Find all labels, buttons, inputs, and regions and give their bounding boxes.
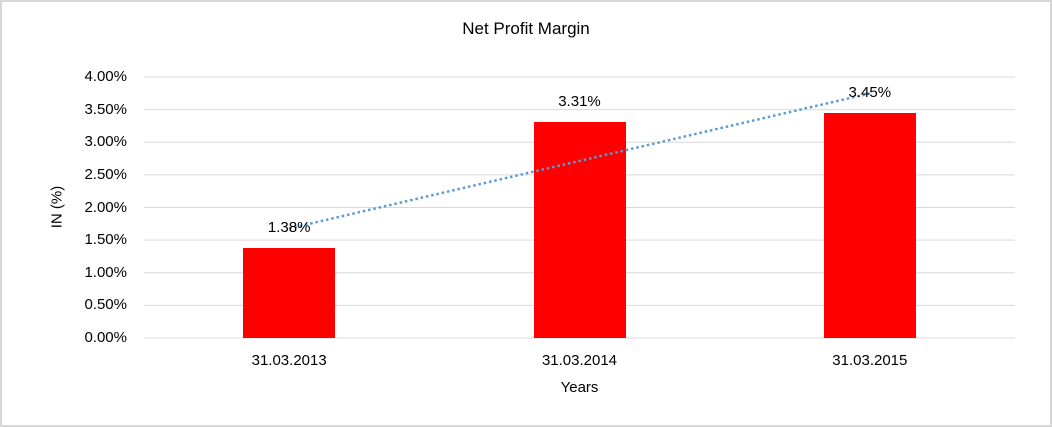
x-axis-title: Years — [560, 379, 599, 396]
y-tick-label: 1.00% — [84, 263, 127, 281]
y-tick-label: 0.50% — [84, 296, 127, 314]
y-tick-label: 3.00% — [84, 133, 127, 151]
data-label: 1.38% — [267, 218, 311, 236]
data-label: 3.31% — [558, 93, 601, 111]
bar-31.03.2013 — [243, 247, 336, 338]
linear-trendline — [288, 92, 871, 230]
x-category-label: 31.03.2013 — [251, 352, 327, 369]
bar-31.03.2015 — [823, 112, 916, 338]
y-tick-label: 1.50% — [84, 231, 127, 249]
x-category-label: 31.03.2014 — [541, 352, 618, 369]
y-tick-label: 2.00% — [84, 198, 127, 216]
y-tick-label: 0.00% — [84, 329, 127, 346]
chart-title: Net Profit Margin — [462, 19, 590, 38]
y-tick-label: 2.50% — [84, 165, 127, 183]
bar-31.03.2014 — [533, 122, 626, 338]
y-tick-label: 4.00% — [84, 68, 127, 85]
y-tick-label: 3.50% — [84, 100, 127, 118]
x-category-label: 31.03.2015 — [832, 352, 908, 369]
data-label: 3.45% — [848, 83, 892, 101]
